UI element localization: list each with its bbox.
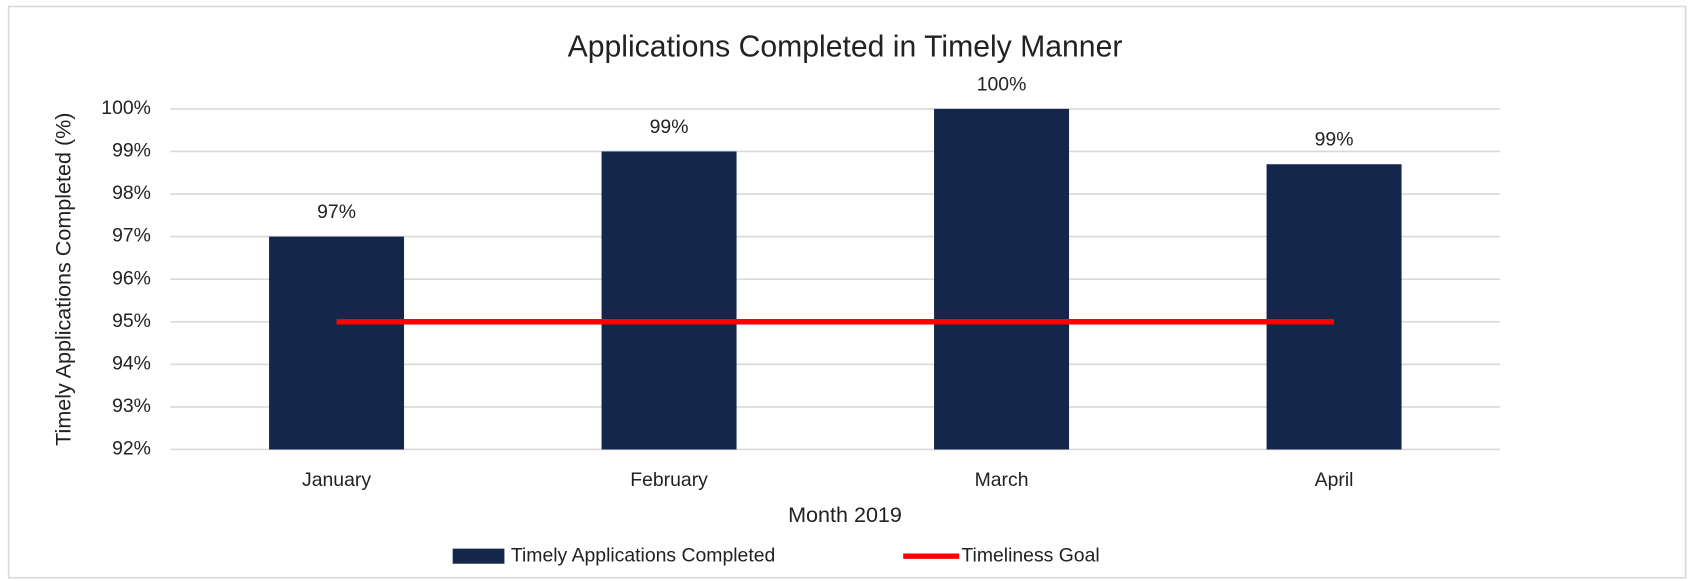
x-tick-label: March xyxy=(975,469,1029,491)
data-label: 100% xyxy=(977,73,1027,95)
y-axis-title: Timely Applications Completed (%) xyxy=(50,113,75,446)
y-tick-label: 92% xyxy=(112,438,151,460)
y-tick-label: 100% xyxy=(101,97,151,119)
y-tick-label: 95% xyxy=(112,310,151,332)
y-tick-label: 94% xyxy=(112,352,151,374)
x-tick-label: February xyxy=(630,469,708,491)
x-tick-label: April xyxy=(1315,469,1354,491)
legend-label: Timeliness Goal xyxy=(961,544,1099,566)
y-tick-label: 98% xyxy=(112,182,151,204)
legend-label: Timely Applications Completed xyxy=(511,544,775,566)
data-label: 99% xyxy=(650,116,689,138)
data-label: 97% xyxy=(317,201,356,223)
x-axis-title: Month 2019 xyxy=(788,502,902,527)
x-tick-label: January xyxy=(302,469,371,491)
y-tick-label: 96% xyxy=(112,267,151,289)
legend-swatch xyxy=(452,548,505,564)
y-tick-label: 97% xyxy=(112,225,151,247)
bar xyxy=(269,236,405,450)
chart-frame xyxy=(7,5,1687,579)
y-tick-label: 99% xyxy=(112,140,151,162)
bar xyxy=(934,108,1070,450)
data-label: 99% xyxy=(1315,129,1354,151)
bar xyxy=(601,151,737,450)
y-tick-label: 93% xyxy=(112,395,151,417)
chart-title: Applications Completed in Timely Manner xyxy=(568,31,1123,64)
bar xyxy=(1266,164,1402,450)
